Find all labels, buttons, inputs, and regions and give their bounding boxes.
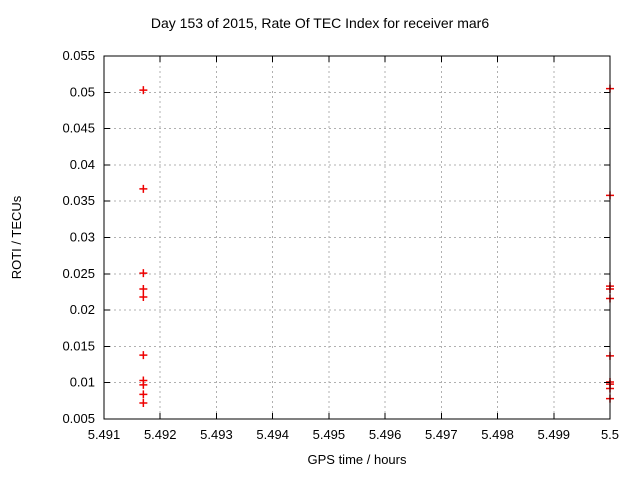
x-tick-label: 5.5 (601, 427, 619, 442)
data-point-marker (139, 86, 148, 95)
x-tick-label: 5.499 (538, 427, 571, 442)
x-tick-label: 5.494 (256, 427, 289, 442)
x-tick-label: 5.492 (144, 427, 177, 442)
y-tick-label: 0.01 (70, 375, 95, 390)
y-tick-label: 0.04 (70, 157, 95, 172)
y-tick-label: 0.015 (62, 338, 95, 353)
data-point-marker (139, 285, 148, 294)
x-tick-label: 5.493 (200, 427, 233, 442)
x-axis-label: GPS time / hours (307, 452, 407, 467)
data-points (139, 84, 614, 408)
data-point-marker (139, 390, 148, 399)
y-tick-label: 0.05 (70, 84, 95, 99)
axis-ticks (103, 55, 611, 420)
data-point-marker (139, 380, 148, 389)
y-tick-label: 0.005 (62, 411, 95, 426)
chart-title: Day 153 of 2015, Rate Of TEC Index for r… (150, 15, 490, 31)
x-tick-label: 5.495 (313, 427, 346, 442)
y-axis-label: ROTI / TECUs (9, 195, 24, 280)
x-tick-label: 5.497 (425, 427, 458, 442)
x-tick-labels: 5.491 5.492 5.493 5.494 5.495 5.496 5.497 5.498… (88, 427, 619, 442)
data-point-marker (139, 399, 148, 408)
y-tick-label: 0.03 (70, 230, 95, 245)
x-tick-label: 5.491 (88, 427, 121, 442)
y-tick-label: 0.02 (70, 302, 95, 317)
data-point-marker (139, 184, 148, 193)
y-tick-label: 0.025 (62, 266, 95, 281)
data-point-marker (139, 269, 148, 278)
y-tick-label: 0.055 (62, 48, 95, 63)
grid-lines (103, 55, 611, 420)
y-tick-labels: 0.005 0.01 0.015 0.02 0.025 0.03 0.035 0.04 0.04… (62, 48, 95, 426)
x-tick-label: 5.496 (369, 427, 402, 442)
x-tick-label: 5.498 (481, 427, 514, 442)
data-point-marker (139, 351, 148, 360)
data-point-marker (139, 293, 148, 302)
y-tick-label: 0.035 (62, 193, 95, 208)
y-tick-label: 0.045 (62, 121, 95, 136)
